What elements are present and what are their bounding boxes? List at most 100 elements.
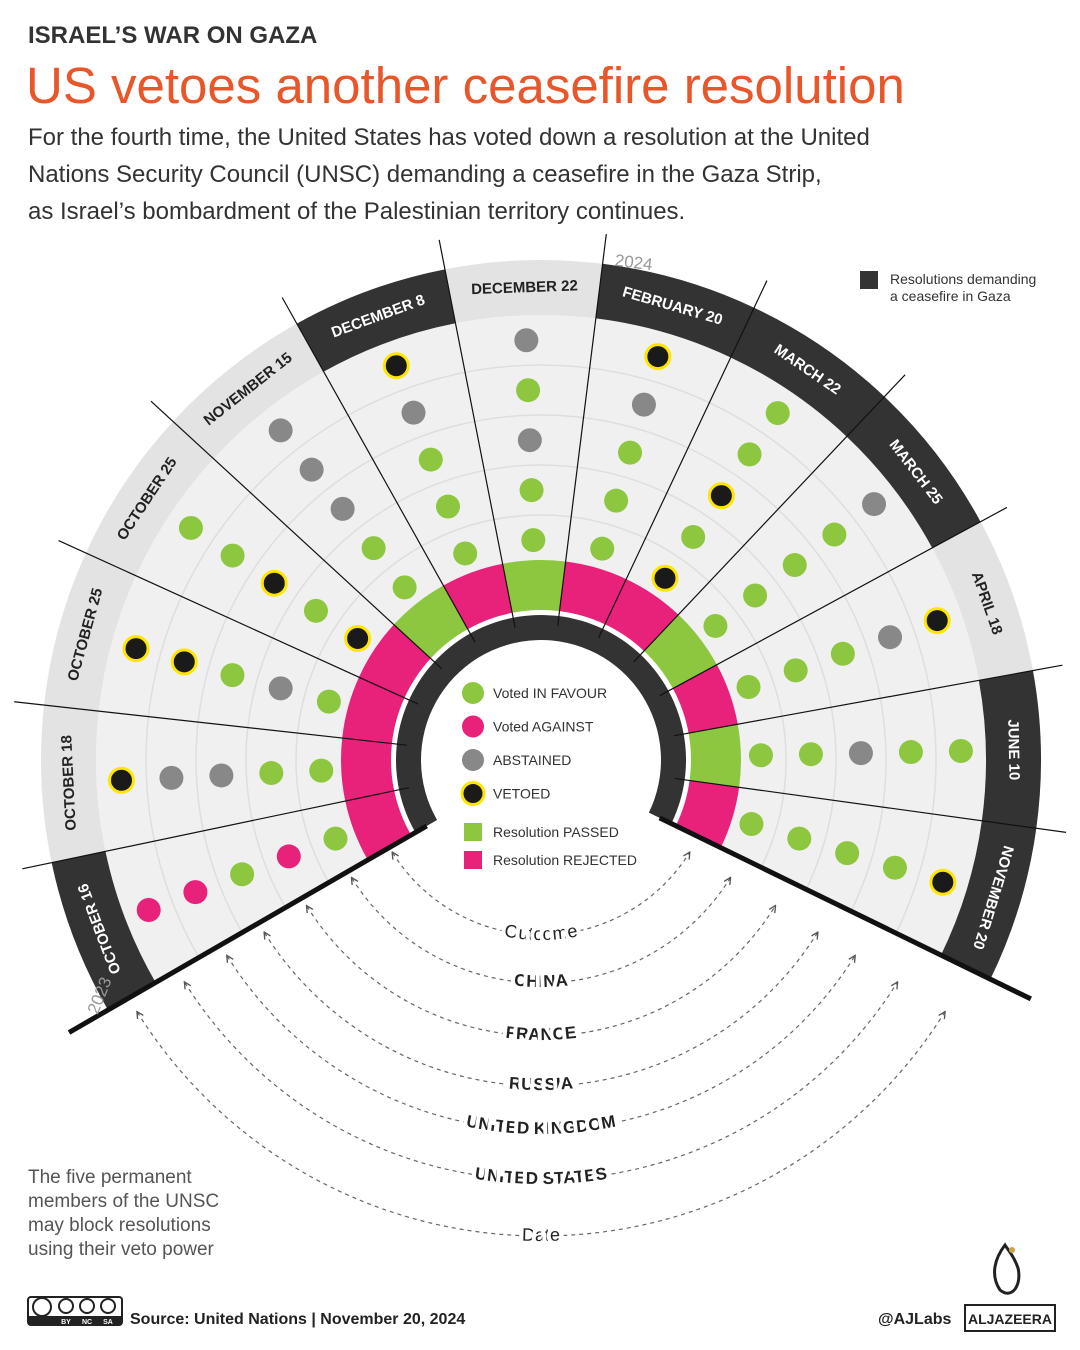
vote-dot [170,648,198,676]
ring-arc [307,906,775,1037]
dot-field [96,314,987,983]
subtitle-line: Nations Security Council (UNSC) demandin… [28,161,822,188]
vote-dot [309,758,334,783]
subtitle-line: For the fourth time, the United States h… [28,124,870,151]
row-divider [145,364,937,958]
ring-label-text: Date [518,1220,565,1248]
outcome-segment [559,561,627,625]
legend-dot [462,749,484,771]
vote-dot [765,401,790,426]
vote-dot [878,625,903,650]
ring-label-text: RUSSIA [504,1070,578,1099]
vote-dot [748,743,773,768]
ring-label: UNITED STATES [474,1164,609,1188]
logo-emblem [993,1242,1021,1295]
vote-dot [361,536,386,561]
vote-dot [220,663,245,688]
legend-swatch [464,823,482,841]
vote-dot [136,897,161,922]
date-band [51,851,156,1010]
vote-dot [590,536,615,561]
legend-dot [462,715,484,738]
legend-label: Voted IN FAVOUR [493,685,607,701]
vote-dot [230,862,255,887]
vote-dot [644,343,672,371]
separator [674,777,1067,833]
vote-dot [798,742,823,767]
separator [659,506,1008,697]
vote-dot [707,482,735,510]
cc-badge [27,1296,123,1326]
date-band [846,396,981,548]
vote-dot [159,765,184,790]
ring-label-text: FRANCE [501,1019,582,1048]
date-band [173,323,324,459]
vote-dot [898,740,923,765]
ring-arc [137,1012,944,1237]
vote-dot [220,543,245,568]
legend-dot [462,682,484,704]
date-band [978,670,1041,829]
vote-dot [299,457,324,482]
separator [598,280,768,639]
vote-dot [848,741,873,766]
handle: @AJLabs [878,1311,952,1328]
ring-label-text: UNITED KINGDOM [461,1108,621,1142]
vote-dot [703,613,728,638]
vote-dot [736,674,761,699]
resolution-date: OCTOBER 18 [58,735,80,831]
subtitle-line: as Israel’s bombardment of the Palestini… [28,198,685,225]
date-band [595,263,755,358]
row-divider [295,514,787,883]
year-label: 2024 [614,251,654,274]
vote-dot [882,855,907,880]
vote-dot [303,598,328,623]
ring-label-text: CHINA [509,967,572,996]
date-band [41,705,106,863]
kicker: ISRAEL’S WAR ON GAZA [28,22,317,49]
vote-dot [122,635,150,663]
date-band [932,521,1033,681]
boundary [658,815,1032,1002]
separator [557,233,607,627]
cc-label: BY [61,1319,71,1326]
legend-label: ABSTAINED [493,752,571,768]
vote-dot [862,492,887,517]
ring-arc [185,983,897,1181]
separator [58,539,419,705]
separator [633,374,906,663]
vote-dot [435,494,460,519]
date-band [44,552,136,712]
ring-label: FRANCE [505,1023,578,1044]
outcome-segment [443,563,513,630]
cc-labels: BY NC SA [61,1319,113,1326]
ring-label: Date [522,1224,561,1244]
separator [150,400,443,670]
separator [438,239,516,628]
outcome-segment [358,624,431,698]
vote-dot [604,488,629,513]
ring-label-text: UNITED STATES [470,1160,613,1192]
vote-dot [268,418,293,443]
vote-dot [516,378,541,403]
outcome-segment [340,738,395,802]
vote-dot [209,763,234,788]
vote-dot [418,447,443,472]
note-line: may block resolutions [28,1215,211,1236]
vote-dot [183,880,208,905]
vote-dot [737,442,762,467]
vote-dot [835,841,860,866]
outcome-segment [672,664,738,734]
subtitle: For the fourth time, the United States h… [28,124,870,225]
vote-dot [948,738,973,763]
vote-dot [830,641,855,666]
vote-dot [514,328,539,353]
outcome-segment [688,724,741,788]
source: Source: United Nations | November 20, 20… [130,1311,465,1328]
resolution-date: JUNE 10 [1004,719,1022,780]
vote-dot [330,496,355,521]
row-divider [245,464,837,908]
outcome-segment [342,677,405,744]
